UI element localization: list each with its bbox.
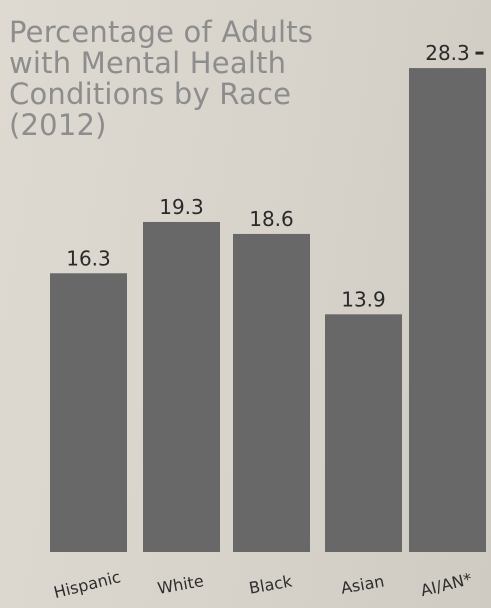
bar-white [143,221,220,552]
value-label-ai-an: 28.3 [425,41,470,65]
value-labels-group: 16.3 19.3 18.6 13.9 28.3 [66,41,470,311]
category-labels-group: Hispanic White Black Asian AI/AN* [52,567,474,602]
bar-ai-an [409,68,486,552]
bar-asian [325,314,402,552]
bar-hispanic [50,273,127,552]
category-label-asian: Asian [339,571,385,597]
bar-black [233,233,310,552]
category-label-hispanic: Hispanic [52,567,123,602]
bars-group [50,68,486,552]
value-label-asian: 13.9 [341,287,386,311]
category-label-black: Black [248,571,295,597]
category-label-ai-an: AI/AN* [419,569,474,600]
value-label-hispanic: 16.3 [66,246,111,270]
chart-title: Percentage of Adults with Mental Health … [9,15,314,142]
value-label-white: 19.3 [159,195,204,219]
category-label-white: White [156,571,205,598]
value-label-black: 18.6 [249,207,294,231]
